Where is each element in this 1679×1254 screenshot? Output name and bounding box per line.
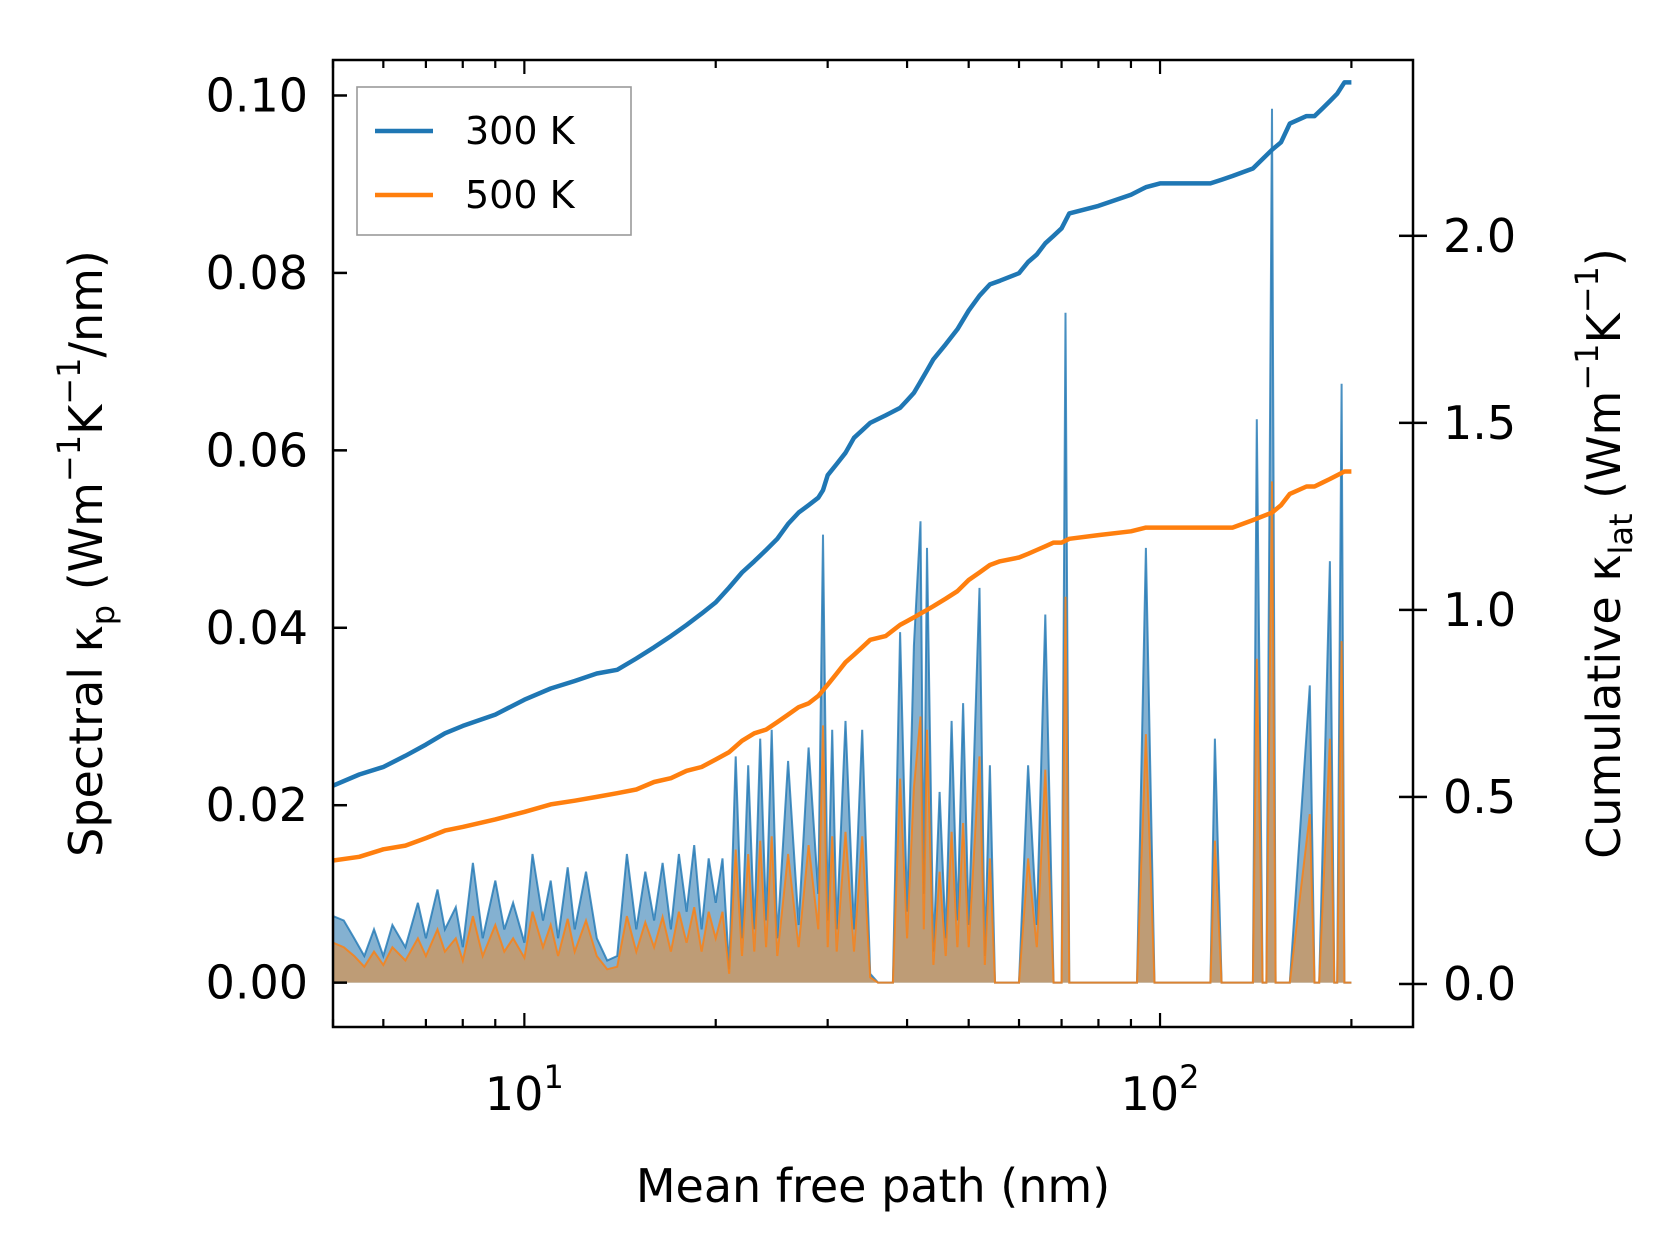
y-left-axis-label: Spectral κp (Wm−1K−1/nm) <box>50 250 122 857</box>
spectral-area-300k <box>333 108 1352 983</box>
y-right-axis-label: Cumulative κlat (Wm−1K−1) <box>1568 248 1640 859</box>
legend-label: 300 K <box>465 109 576 153</box>
legend-label: 500 K <box>465 173 576 217</box>
x-axis-label: Mean free path (nm) <box>636 1159 1110 1213</box>
y-left-tick-label: 0.02 <box>206 778 308 832</box>
x-tick-label: 101 <box>485 1058 564 1121</box>
y-right-tick-label: 1.5 <box>1443 396 1516 450</box>
y-left-tick-label: 0.06 <box>206 423 308 477</box>
legend: 300 K 500 K <box>356 86 632 236</box>
axes: 0.00 0.02 0.04 0.06 0.08 0.10 0.0 0.5 1.0 1.5 2.0 1… <box>50 58 1640 1213</box>
cumulative-line-300k <box>333 80 1352 788</box>
y-right-tick-label: 1.0 <box>1443 583 1516 637</box>
y-right-tick-label: 2.0 <box>1443 209 1516 263</box>
y-right-tick-label: 0.0 <box>1443 957 1516 1011</box>
y-right-tick-label: 0.5 <box>1443 770 1516 824</box>
legend-box <box>356 86 632 236</box>
y-left-tick-label: 0.10 <box>206 68 308 122</box>
spectral-area-500k <box>333 481 1352 983</box>
axes-frame <box>331 58 1415 1029</box>
spectral-line-500k <box>333 481 1352 984</box>
x-tick-label: 102 <box>1121 1058 1200 1121</box>
plot-area <box>333 80 1352 984</box>
y-left-tick-label: 0.04 <box>206 601 308 655</box>
y-left-tick-label: 0.00 <box>206 956 308 1010</box>
cumulative-line-500k <box>333 469 1352 863</box>
y-left-tick-label: 0.08 <box>206 246 308 300</box>
